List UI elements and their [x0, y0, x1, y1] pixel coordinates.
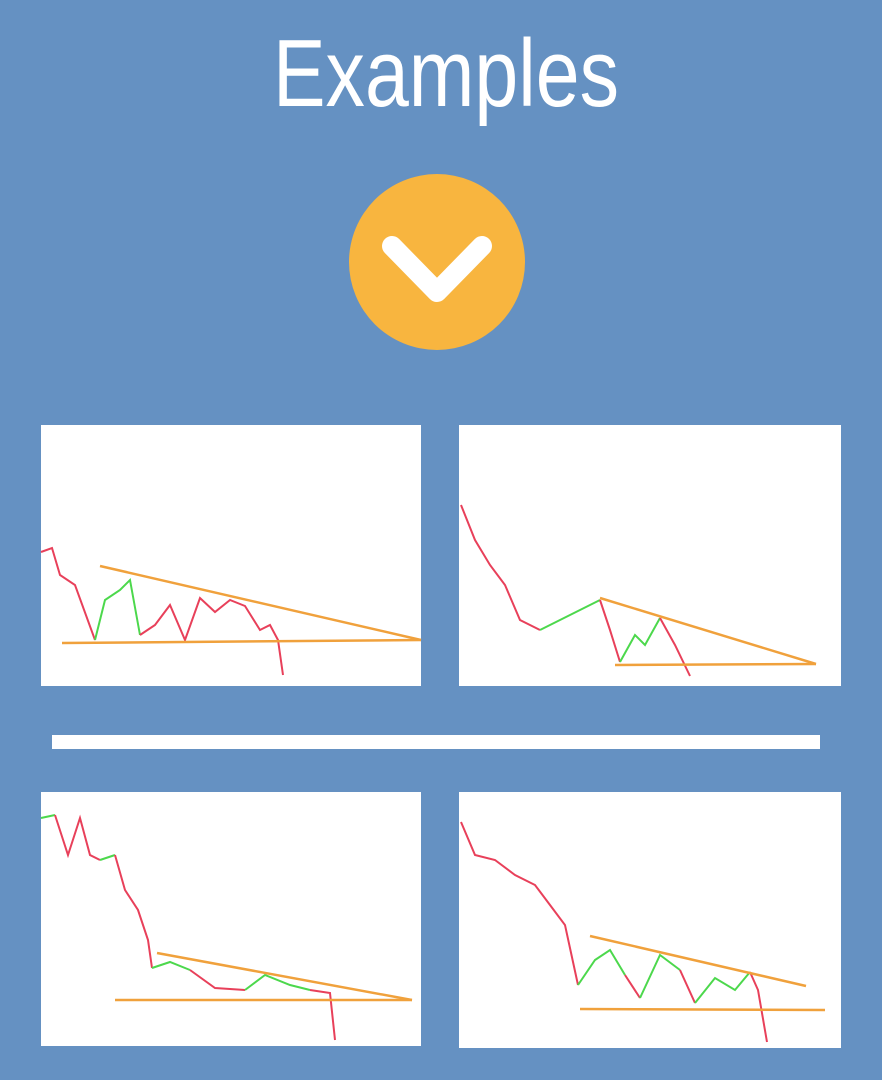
price-line — [54, 814, 101, 861]
price-line — [599, 599, 621, 663]
trend-line — [589, 934, 807, 988]
price-line — [619, 617, 661, 663]
price-line — [189, 969, 246, 991]
trend-line — [599, 596, 817, 666]
divider — [52, 735, 820, 749]
panel-bg — [459, 792, 841, 1048]
example-panel — [459, 792, 841, 1048]
example-panel — [459, 425, 841, 686]
price-line — [139, 596, 284, 676]
panel-bg — [459, 425, 841, 686]
price-line — [539, 599, 601, 631]
example-panel — [40, 425, 422, 686]
price-line — [99, 854, 116, 861]
title: Examples — [273, 20, 619, 127]
price-line — [679, 969, 696, 1004]
example-panel — [40, 792, 421, 1046]
price-line — [460, 821, 579, 986]
price-line — [151, 960, 191, 971]
price-line — [244, 973, 311, 991]
down-button[interactable] — [349, 174, 525, 350]
trend-line — [99, 564, 422, 642]
trend-line — [156, 951, 413, 1002]
price-line — [309, 989, 336, 1041]
price-line — [40, 814, 56, 819]
price-line — [749, 971, 768, 1043]
price-line — [40, 546, 96, 641]
support-line — [61, 638, 422, 645]
price-line — [639, 953, 681, 999]
price-line — [624, 974, 641, 999]
support-line — [579, 1007, 826, 1012]
chevron-icon — [382, 236, 492, 302]
price-line — [577, 948, 626, 986]
price-line — [694, 971, 751, 1004]
price-line — [114, 854, 153, 969]
support-line — [614, 662, 817, 667]
price-line — [460, 504, 541, 631]
panel-bg — [41, 425, 421, 686]
price-line — [94, 577, 141, 641]
panel-bg — [41, 792, 421, 1046]
